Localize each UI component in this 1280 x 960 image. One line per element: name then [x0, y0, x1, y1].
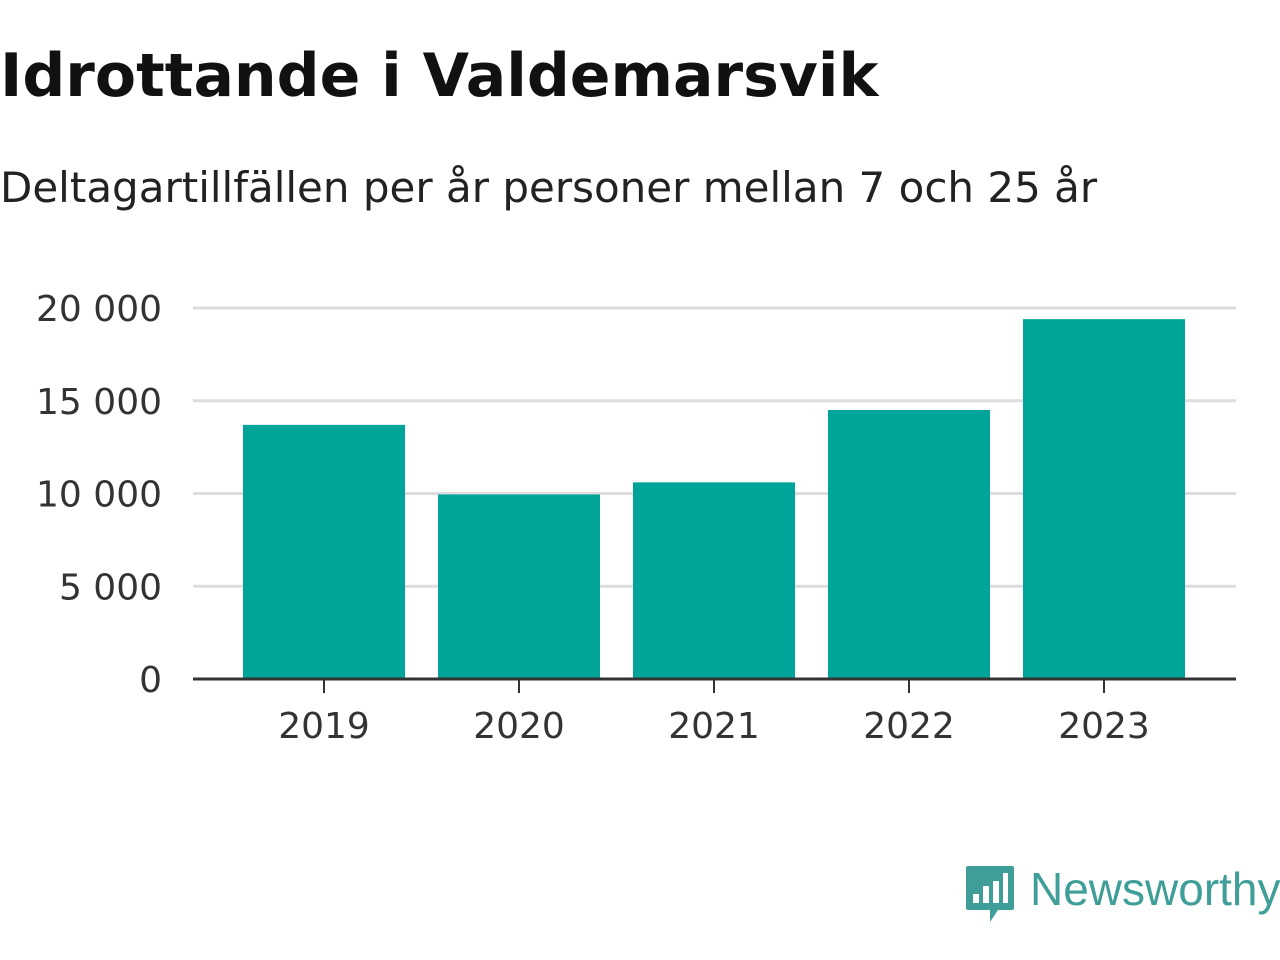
bars — [243, 319, 1185, 679]
chart-title: Idrottande i Valdemarsvik — [0, 41, 879, 111]
bar-2023 — [1023, 319, 1185, 679]
x-tick-label: 2020 — [473, 706, 565, 747]
y-tick-label: 5 000 — [59, 567, 162, 608]
brand-name: Newsworthy — [1030, 863, 1280, 915]
bar-2019 — [243, 424, 405, 679]
y-tick-label: 0 — [139, 660, 162, 701]
brand: Newsworthy — [964, 864, 1280, 928]
y-tick-label: 15 000 — [36, 382, 162, 423]
tick-labels: 0 5 000 10 000 15 000 20 000 2019 2020 2021 2022… — [36, 289, 1150, 747]
x-tick-label: 2019 — [278, 706, 370, 747]
y-tick-label: 20 000 — [36, 289, 162, 330]
x-tick-label: 2023 — [1058, 706, 1150, 747]
x-tick-label: 2021 — [668, 706, 760, 747]
bar-2022 — [828, 410, 990, 679]
bar-2021 — [633, 482, 795, 679]
axes — [193, 677, 1236, 693]
x-tick-label: 2022 — [863, 706, 955, 747]
bar-2020 — [438, 494, 600, 679]
y-tick-label: 10 000 — [36, 475, 162, 516]
chart-subtitle: Deltagartillfällen per år personer mella… — [0, 163, 1098, 212]
newsworthy-logo-icon — [966, 866, 1014, 922]
